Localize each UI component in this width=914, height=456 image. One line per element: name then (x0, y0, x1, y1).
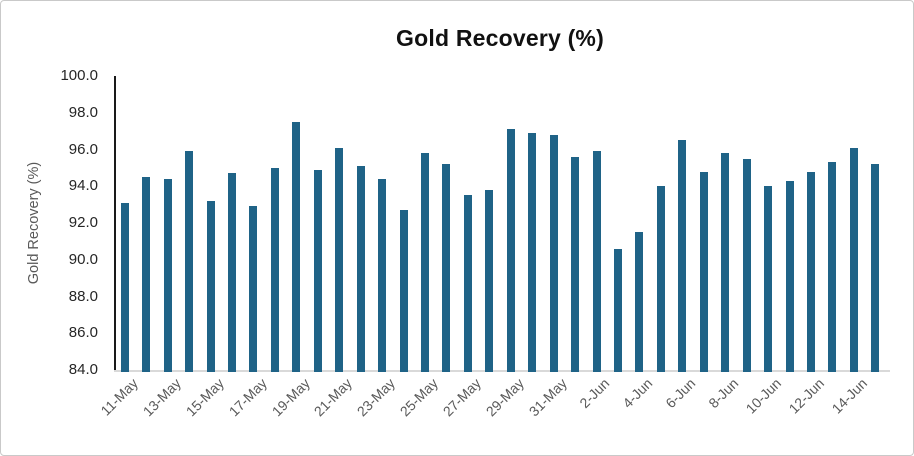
y-tick-label: 84.0 (68, 361, 98, 378)
y-tick-label: 94.0 (68, 177, 98, 195)
plot-area (114, 76, 890, 372)
y-tick-label: 86.0 (68, 324, 98, 342)
x-axis-line (114, 370, 890, 372)
bar-1-Jun (571, 156, 580, 372)
bar-30-May (528, 132, 537, 372)
y-tick-label: 92.0 (68, 214, 98, 231)
bar-9-Jun (742, 158, 751, 372)
y-tick-label: 100.0 (60, 67, 98, 84)
y-axis-line (114, 76, 116, 370)
bar-13-May (163, 178, 172, 372)
bar-19-May (292, 121, 301, 372)
bar-6-Jun (678, 140, 687, 372)
y-tick-label: 90.0 (68, 250, 98, 268)
bar-12-Jun (806, 171, 815, 372)
bar-25-May (420, 153, 429, 372)
bar-4-Jun (635, 232, 644, 372)
bar-17-May (249, 206, 258, 372)
bar-22-May (356, 166, 365, 372)
bar-18-May (270, 167, 279, 372)
bar-16-May (227, 173, 236, 372)
y-tick-label: 88.0 (68, 287, 98, 305)
bar-28-May (485, 189, 494, 372)
bar-26-May (442, 164, 451, 372)
bar-21-May (335, 147, 344, 372)
bar-14-May (185, 151, 194, 372)
bar-3-Jun (613, 248, 622, 372)
bar-27-May (463, 195, 472, 372)
bar-31-May (549, 134, 558, 372)
y-tick-label: 96.0 (68, 140, 98, 158)
bar-20-May (313, 169, 322, 372)
chart-title: Gold Recovery (%) (396, 25, 604, 51)
y-tick-label: 98.0 (68, 103, 98, 121)
bar-15-May (206, 200, 215, 372)
bar-5-Jun (656, 186, 665, 372)
bar-8-Jun (721, 153, 730, 372)
bar-11-Jun (785, 180, 794, 372)
bar-12-May (142, 177, 151, 372)
bar-7-Jun (699, 171, 708, 372)
bar-23-May (378, 178, 387, 372)
bar-15-Jun (871, 164, 880, 372)
bar-10-Jun (764, 186, 773, 372)
bar-29-May (506, 129, 515, 372)
bar-2-Jun (592, 151, 601, 372)
bar-24-May (399, 210, 408, 372)
bar-13-Jun (828, 162, 837, 372)
bar-11-May (120, 202, 129, 372)
bar-14-Jun (849, 147, 858, 372)
